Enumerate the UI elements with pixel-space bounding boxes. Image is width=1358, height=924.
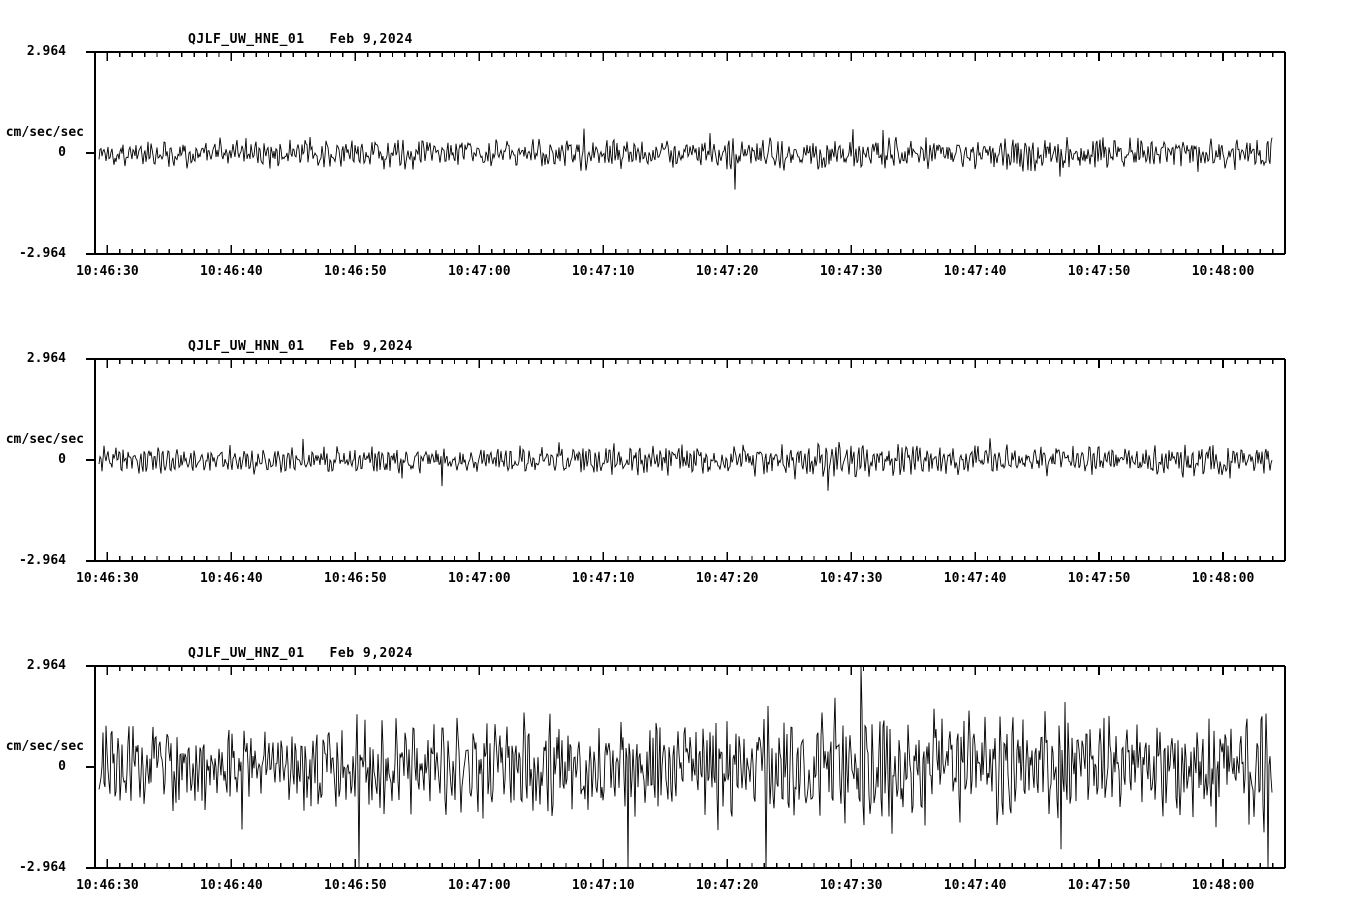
plot-area bbox=[86, 358, 1286, 562]
y-axis-tick-label: 2.964 bbox=[26, 658, 66, 673]
panel-title: QJLF_UW_HNN_01 Feb 9,2024 bbox=[188, 339, 413, 354]
x-axis-tick-label: 10:47:00 bbox=[447, 571, 511, 586]
y-axis-unit-label: cm/sec/sec bbox=[5, 432, 84, 447]
y-axis-tick-label: -2.964 bbox=[19, 860, 66, 875]
x-axis-tick-label: 10:47:50 bbox=[1067, 264, 1131, 279]
x-axis-tick-label: 10:47:50 bbox=[1067, 571, 1131, 586]
x-axis-tick-label: 10:47:00 bbox=[447, 878, 511, 893]
panel-title: QJLF_UW_HNZ_01 Feb 9,2024 bbox=[188, 646, 413, 661]
x-axis-tick-label: 10:47:20 bbox=[695, 264, 759, 279]
y-axis-tick-label: 0 bbox=[58, 759, 66, 774]
x-axis-tick-label: 10:47:30 bbox=[819, 264, 883, 279]
plot-area bbox=[86, 665, 1286, 869]
x-axis-tick-label: 10:47:40 bbox=[943, 571, 1007, 586]
x-axis-tick-label: 10:47:20 bbox=[695, 571, 759, 586]
waveform-trace bbox=[98, 666, 1273, 868]
y-axis-tick-label: -2.964 bbox=[19, 246, 66, 261]
x-axis-tick-label: 10:47:10 bbox=[571, 571, 635, 586]
x-axis-tick-label: 10:47:10 bbox=[571, 264, 635, 279]
y-axis-unit-label: cm/sec/sec bbox=[5, 125, 84, 140]
x-axis-tick-label: 10:46:40 bbox=[200, 264, 263, 279]
x-axis-tick-label: 10:46:30 bbox=[76, 571, 139, 586]
x-axis-tick-label: 10:47:40 bbox=[943, 264, 1007, 279]
x-axis-tick-label: 10:46:50 bbox=[324, 571, 387, 586]
y-axis-tick-label: 2.964 bbox=[26, 44, 66, 59]
plot-area bbox=[86, 51, 1286, 255]
x-axis-tick-label: 10:47:50 bbox=[1067, 878, 1131, 893]
x-axis-tick-label: 10:48:00 bbox=[1191, 878, 1255, 893]
waveform-trace bbox=[98, 128, 1273, 190]
y-axis-tick-label: 2.964 bbox=[26, 351, 66, 366]
x-axis-tick-label: 10:47:20 bbox=[695, 878, 759, 893]
y-axis-tick-label: -2.964 bbox=[19, 553, 66, 568]
x-axis-tick-label: 10:46:40 bbox=[200, 571, 263, 586]
x-axis-tick-label: 10:47:30 bbox=[819, 571, 883, 586]
x-axis-tick-label: 10:46:50 bbox=[324, 264, 387, 279]
x-axis-tick-label: 10:47:30 bbox=[819, 878, 883, 893]
x-axis-tick-label: 10:46:40 bbox=[200, 878, 263, 893]
x-axis-tick-label: 10:48:00 bbox=[1191, 264, 1255, 279]
x-axis-tick-label: 10:48:00 bbox=[1191, 571, 1255, 586]
x-axis-tick-label: 10:47:00 bbox=[447, 264, 511, 279]
y-axis-tick-label: 0 bbox=[58, 452, 66, 467]
panel-title: QJLF_UW_HNE_01 Feb 9,2024 bbox=[188, 32, 413, 47]
y-axis-unit-label: cm/sec/sec bbox=[5, 739, 84, 754]
x-axis-tick-label: 10:47:10 bbox=[571, 878, 635, 893]
waveform-trace bbox=[98, 438, 1273, 491]
x-axis-tick-label: 10:46:30 bbox=[76, 264, 139, 279]
x-axis-tick-label: 10:46:30 bbox=[76, 878, 139, 893]
y-axis-tick-label: 0 bbox=[58, 145, 66, 160]
x-axis-tick-label: 10:46:50 bbox=[324, 878, 387, 893]
x-axis-tick-label: 10:47:40 bbox=[943, 878, 1007, 893]
